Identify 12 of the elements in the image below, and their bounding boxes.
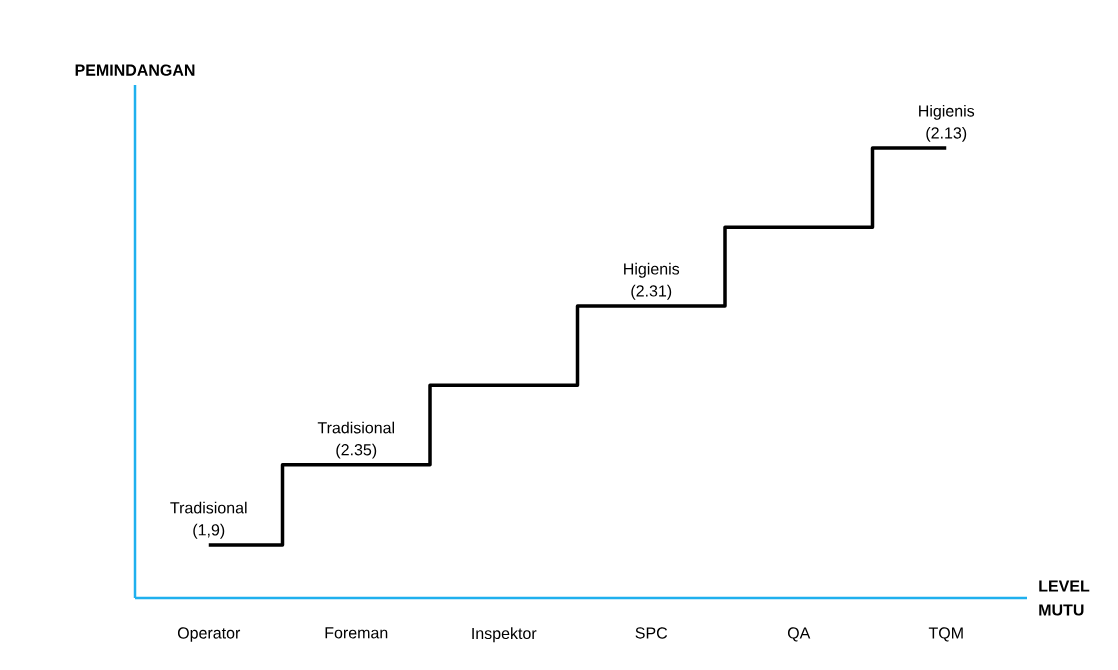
x-tick-label: Operator bbox=[177, 627, 241, 642]
annotation: Higienis (2.31) bbox=[624, 262, 680, 300]
annotation: Tradisional (2.35) bbox=[317, 421, 395, 459]
x-tick-label: Foreman bbox=[325, 627, 388, 639]
annotation: Tradisional (1,9) bbox=[170, 501, 247, 539]
x-tick-label: SPC bbox=[635, 627, 668, 639]
annotation: Higienis (2.13) bbox=[919, 104, 975, 142]
y-axis-title: PEMINDANGAN bbox=[75, 64, 195, 76]
x-tick-label: QA bbox=[787, 627, 811, 642]
x-tick-label: Inspektor bbox=[472, 627, 537, 643]
x-tick-label: TQM bbox=[928, 627, 963, 642]
x-axis-title: LEVEL MUTU bbox=[1039, 580, 1090, 616]
